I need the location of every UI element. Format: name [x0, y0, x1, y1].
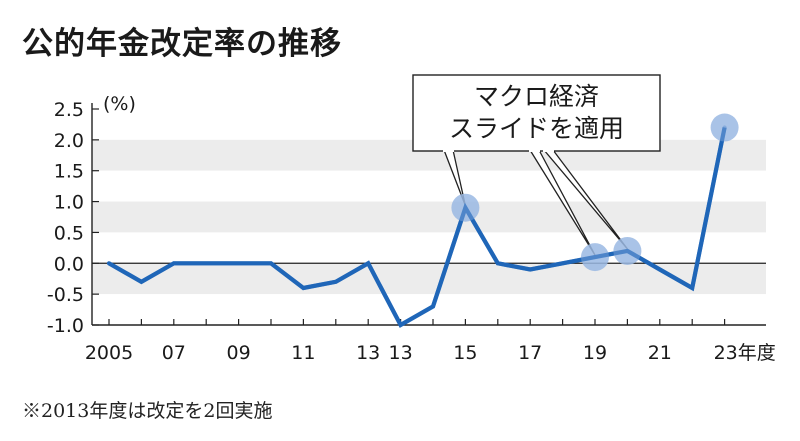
y-tick-label: 0.0 [54, 253, 84, 275]
x-tick-label: 23年度 [714, 342, 776, 364]
x-tick-label: 2005 [85, 342, 133, 364]
y-tick-label: 2.0 [54, 130, 84, 152]
x-tick-label: 15 [453, 342, 477, 364]
x-axis-ticks: 2005 07 09 11 13 13 15 17 19 21 23年度 [85, 319, 776, 364]
y-axis-unit-label: (%) [103, 93, 136, 115]
y-tick-label: 1.5 [54, 161, 84, 183]
chart-title: 公的年金改定率の推移 [22, 26, 342, 62]
x-tick-label: 19 [583, 342, 607, 364]
x-tick-label: 11 [291, 342, 315, 364]
annotation-pointer-join [543, 149, 554, 152]
grid-band [92, 201, 766, 233]
y-tick-label: -0.5 [47, 284, 84, 306]
x-tick-label: 21 [648, 342, 672, 364]
annotation-pointer-join [529, 149, 540, 152]
x-tick-label: 13 [389, 342, 413, 364]
x-tick-label: 09 [227, 342, 251, 364]
annotation-text: マクロ経済 [474, 82, 599, 111]
y-tick-label: 1.0 [54, 192, 84, 214]
x-tick-label: 07 [162, 342, 186, 364]
highlight-markers [107, 113, 739, 328]
y-tick-label: 0.5 [54, 222, 84, 244]
y-axis-ticks: 2.5 2.0 1.5 1.0 0.5 0.0 -0.5 -1.0 [47, 99, 99, 337]
annotation-pointer-join [443, 149, 454, 152]
x-tick-label: 17 [518, 342, 542, 364]
footnote: ※2013年度は改定を2回実施 [22, 400, 273, 422]
y-tick-label: 2.5 [54, 99, 84, 121]
annotation-box [412, 74, 661, 152]
grid-band [92, 232, 766, 264]
grid-band [92, 170, 766, 202]
grid-band [92, 263, 766, 295]
x-tick-label: 13 [356, 342, 380, 364]
series-line-overlay [107, 127, 727, 328]
y-tick-label: -1.0 [47, 315, 84, 337]
annotation-text: スライドを適用 [449, 114, 624, 143]
